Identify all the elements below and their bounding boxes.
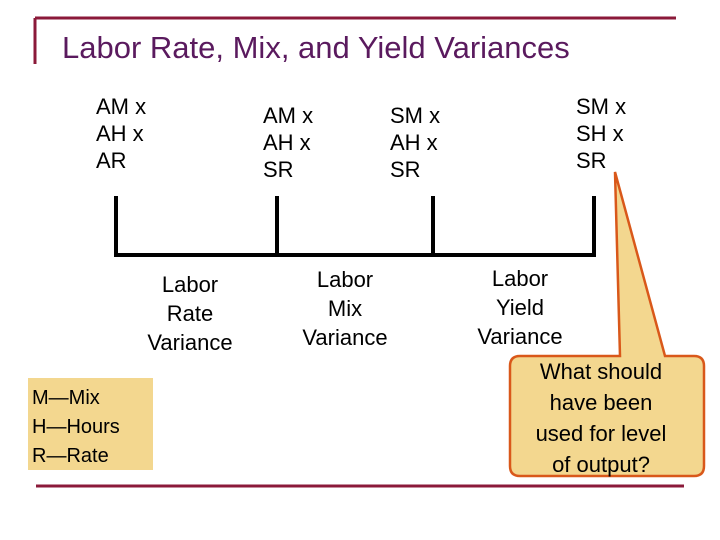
column-sm-ah-sr: SM x AH x SR	[390, 103, 441, 182]
labor-rate-variance-label: Labor Rate Variance	[147, 272, 233, 355]
column-am-ah-sr: AM x AH x SR	[263, 103, 314, 182]
labor-mix-variance-label: Labor Mix Variance	[302, 267, 388, 350]
abbreviation-legend: M—Mix H—Hours R—Rate	[28, 378, 153, 470]
callout-bubble	[508, 171, 706, 478]
slide-title: Labor Rate, Mix, and Yield Variances	[62, 30, 570, 65]
column-sm-sh-sr: SM x SH x SR	[576, 94, 627, 173]
labor-yield-variance-label: Labor Yield Variance	[477, 266, 563, 349]
column-am-ah-ar: AM x AH x AR	[96, 94, 147, 173]
callout-question: What should have been used for level of …	[535, 359, 667, 477]
